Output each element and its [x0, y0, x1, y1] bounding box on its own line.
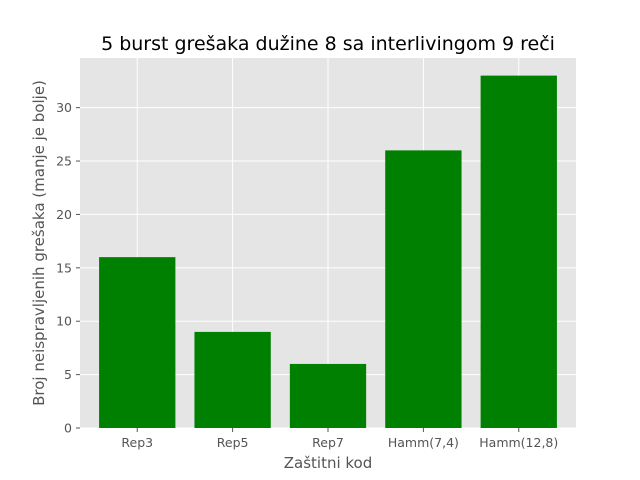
- y-tick-label: 20: [56, 207, 72, 222]
- x-tick-label: Hamm(7,4): [388, 435, 459, 450]
- y-tick-label: 15: [56, 260, 72, 275]
- x-tick-label: Hamm(12,8): [479, 435, 558, 450]
- y-tick-label: 0: [64, 421, 72, 436]
- x-tick-label: Rep7: [312, 435, 344, 450]
- bars: [99, 75, 557, 428]
- chart-title: 5 burst grešaka dužine 8 sa interlivingo…: [101, 33, 555, 55]
- y-tick-label: 25: [56, 154, 72, 169]
- x-axis-ticks: Rep3 Rep5 Rep7 Hamm(7,4) Hamm(12,8): [121, 428, 558, 450]
- bar-hamm-12-8: [480, 75, 557, 428]
- x-tick-label: Rep5: [217, 435, 249, 450]
- y-tick-label: 5: [64, 367, 72, 382]
- x-axis-label: Zaštitni kod: [284, 454, 373, 472]
- y-tick-label: 30: [56, 100, 72, 115]
- bar-rep3: [99, 257, 176, 428]
- bar-hamm-7-4: [385, 150, 462, 428]
- y-tick-label: 10: [56, 314, 72, 329]
- x-tick-label: Rep3: [121, 435, 153, 450]
- bar-rep5: [194, 331, 271, 428]
- y-axis-label: Broj neispravljenih grešaka (manje je bo…: [30, 80, 48, 406]
- y-axis-ticks: 0 5 10 15 20 25 30: [56, 100, 80, 436]
- bar-rep7: [289, 363, 367, 428]
